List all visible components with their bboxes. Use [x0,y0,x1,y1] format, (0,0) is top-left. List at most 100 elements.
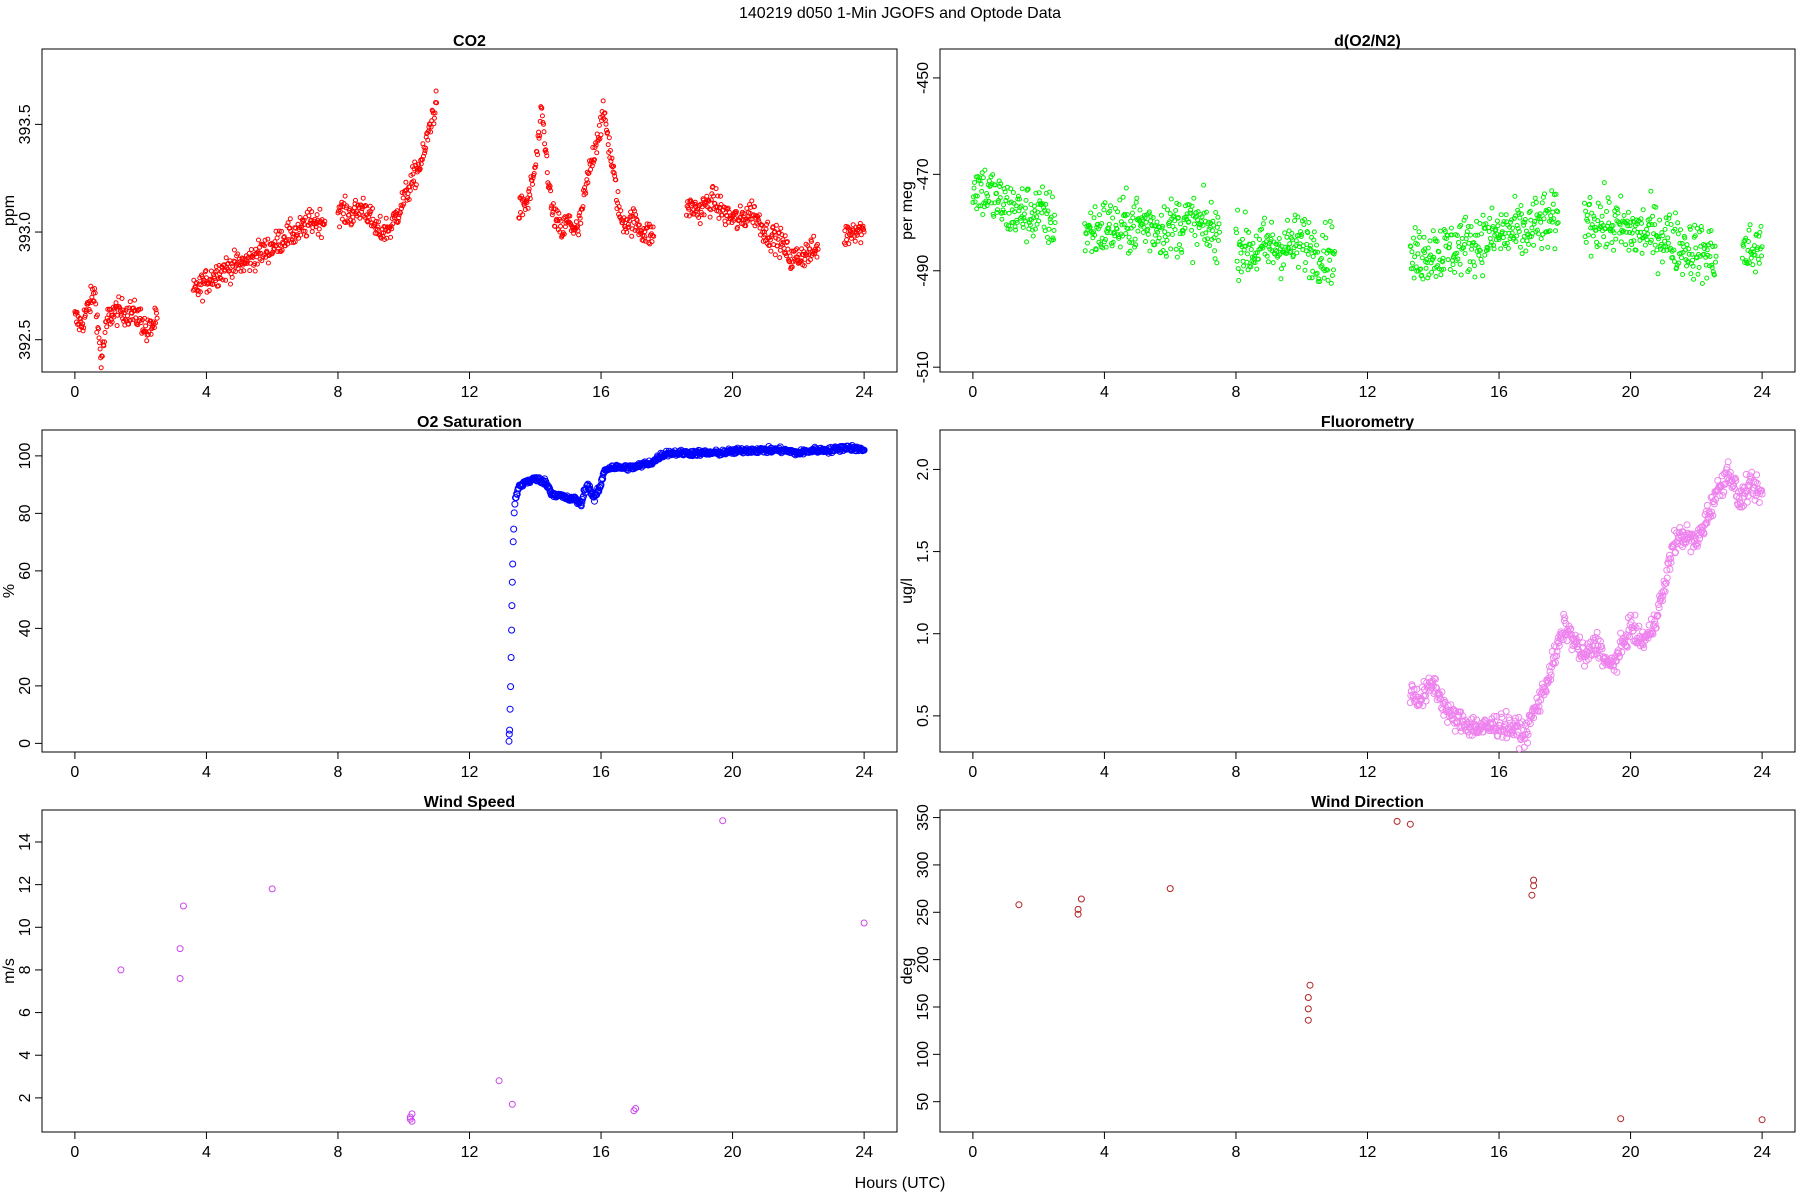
x-tick-label: 16 [1490,384,1508,401]
data-point [1260,221,1266,227]
x-tick-label: 0 [968,1144,977,1161]
data-point [1419,702,1427,710]
y-tick-label: 100 [17,442,34,469]
data-point [1686,246,1692,252]
data-point [1314,242,1319,248]
data-point [1316,276,1322,282]
data-point [148,318,153,324]
data-point [777,247,783,253]
data-point [342,193,348,199]
data-point [407,188,413,194]
data-point [124,305,130,311]
data-point [777,255,783,261]
data-point [1695,271,1701,277]
data-point [849,235,854,241]
data-point [749,213,755,219]
data-point [1709,512,1717,520]
x-tick-label: 12 [1359,1144,1377,1161]
data-point [1325,267,1330,273]
data-point [1625,209,1631,215]
data-point [759,223,765,228]
data-point [1526,720,1534,728]
data-point [223,255,229,261]
data-point [1262,215,1267,221]
data-point [1180,230,1186,236]
data-point [127,299,133,305]
data-point [1089,249,1095,255]
data-point [1040,184,1045,190]
data-point [686,206,692,212]
data-point [1423,265,1429,271]
data-point [1551,216,1557,222]
data-point [1123,185,1129,191]
data-point [550,201,556,207]
data-point [997,195,1003,201]
data-point [1311,229,1317,235]
x-tick-label: 16 [592,1144,610,1161]
data-point [1051,228,1057,233]
data-point [1305,230,1311,236]
data-point [985,193,991,199]
data-point [585,171,591,177]
data-point [1276,236,1282,241]
data-point [1744,481,1752,489]
data-point [756,212,762,218]
data-point [980,212,986,217]
data-point [780,237,786,243]
data-point [1276,241,1282,247]
data-point [1032,208,1038,214]
data-point [1207,243,1213,249]
data-point [1675,231,1681,237]
data-point [1753,269,1758,275]
data-point [370,216,376,222]
data-point [1414,241,1420,247]
x-tick-label: 8 [334,384,343,401]
data-point [1308,247,1314,253]
data-point [1309,275,1315,281]
data-point [1515,745,1523,753]
data-point [1514,233,1520,239]
data-point [1457,727,1465,735]
data-point [1684,242,1690,248]
data-point [1099,221,1105,226]
data-point [96,326,101,332]
data-point [1662,226,1668,232]
data-point [1126,234,1132,240]
data-point [1624,229,1630,235]
data-point [176,975,184,982]
data-point [600,98,606,104]
data-point [1687,224,1693,230]
data-point [1428,684,1436,692]
data-point [98,365,104,371]
data-point [1254,266,1260,272]
data-point [145,332,151,338]
data-point [1617,1115,1625,1123]
data-point [367,211,373,217]
data-point [1524,731,1532,738]
data-point [1019,186,1025,192]
data-point [1513,213,1518,219]
data-point [1503,734,1511,742]
data-point [148,331,154,337]
data-point [355,202,361,208]
data-point [990,211,996,217]
data-point [1490,224,1496,229]
data-point [1235,207,1241,213]
data-point [1595,200,1601,206]
data-point [1163,250,1169,256]
data-point [275,249,281,255]
data-point [1693,542,1701,550]
data-point [1720,488,1728,496]
data-point [1662,238,1668,244]
data-point [1678,250,1684,256]
data-point [1639,250,1645,256]
data-point [1472,274,1478,280]
data-point [772,229,778,234]
data-point [1077,895,1085,903]
data-point [1631,238,1637,244]
data-point [852,238,858,244]
data-point [241,268,247,274]
data-point [1618,648,1626,656]
data-point [561,231,567,237]
y-axis-label: % [1,584,18,598]
